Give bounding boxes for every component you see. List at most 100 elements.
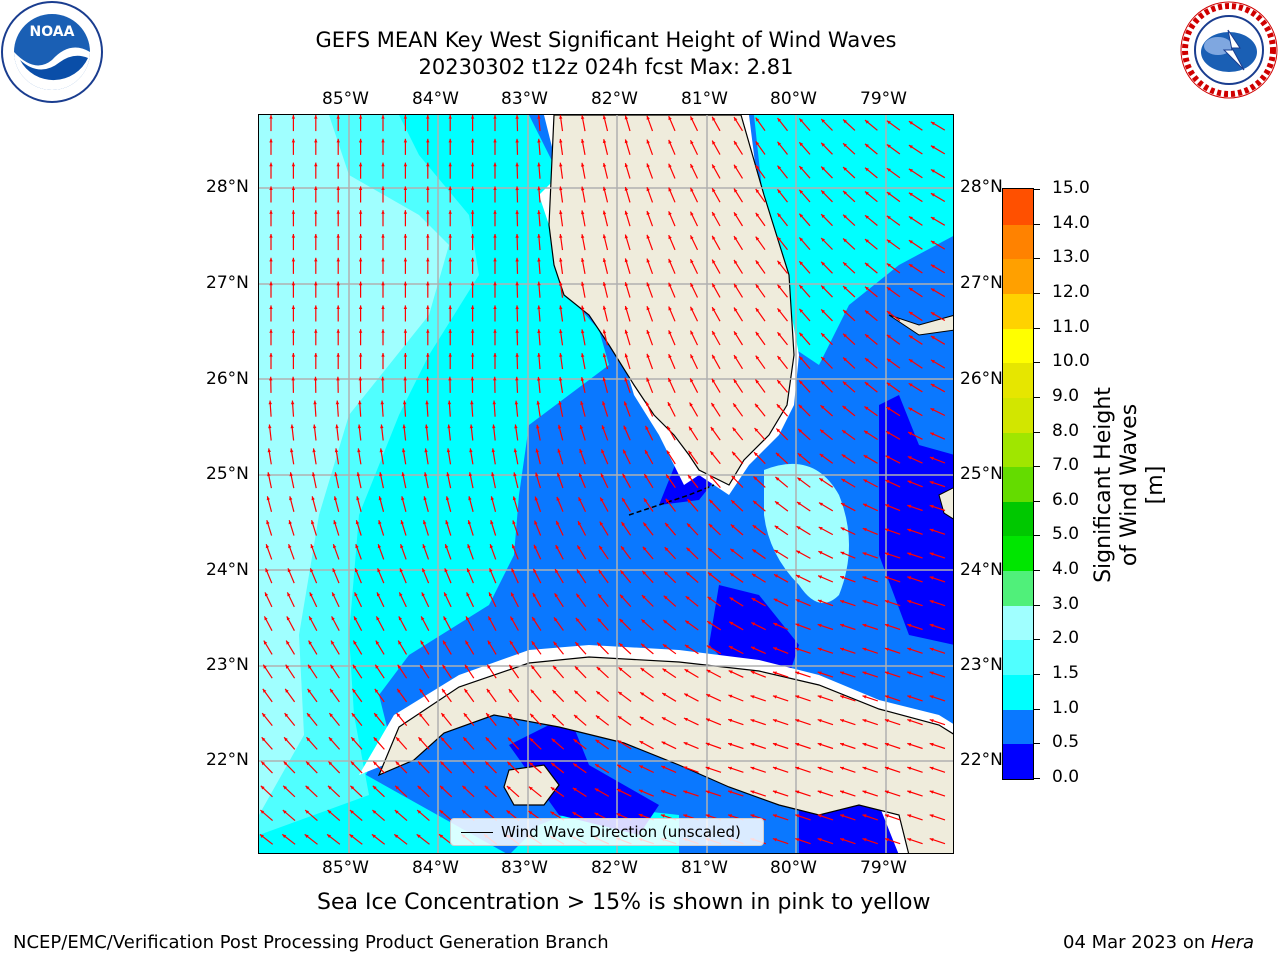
wave-direction-arrowhead [327, 834, 332, 838]
wave-direction-arrowhead [358, 305, 363, 309]
wave-direction-arrowhead [777, 189, 782, 194]
wave-direction-arrowhead [328, 785, 332, 790]
wave-direction-arrowhead [817, 695, 822, 699]
wave-direction-arrowhead [705, 766, 710, 770]
wave-direction-arrowhead [350, 761, 355, 766]
wave-direction-arrowhead [646, 115, 650, 120]
wave-direction-arrowhead [773, 623, 778, 627]
wave-direction-arrowhead [533, 544, 537, 549]
wave-direction-arrowhead [426, 305, 430, 309]
wave-direction-arrowhead [314, 257, 318, 262]
wave-direction-arrowhead [448, 162, 452, 167]
wave-direction-arrowhead [731, 475, 736, 480]
wave-direction-arrowhead [728, 694, 733, 698]
wave-direction-arrowhead [599, 521, 604, 526]
wave-direction-arrowhead [689, 426, 693, 431]
wave-direction-arrowhead [710, 451, 714, 456]
wave-direction-arrowhead [358, 210, 363, 214]
wave-direction-arrowhead [467, 568, 471, 573]
wave-direction-arrowhead [513, 472, 517, 477]
wave-direction-arrowhead [327, 810, 332, 814]
wave-direction-arrowhead [908, 335, 913, 339]
wave-direction-arrowhead [730, 573, 734, 577]
wave-direction-arrowhead [417, 785, 422, 790]
wave-direction-arrowhead [618, 667, 623, 672]
florida-land [548, 115, 795, 486]
wave-direction-arrowhead [336, 138, 340, 143]
wave-direction-arrowhead [351, 713, 356, 717]
wave-direction-arrowhead [668, 378, 672, 382]
wave-direction-arrowhead [537, 162, 541, 167]
wave-direction-arrowhead [557, 424, 562, 429]
wave-direction-arrowhead [624, 210, 629, 215]
wave-direction-arrowhead [624, 115, 629, 120]
lon-label-top: 83°W [501, 89, 548, 109]
wave-direction-arrowhead [265, 544, 270, 549]
wave-direction-arrowhead [462, 761, 467, 766]
wave-direction-arrowhead [332, 568, 336, 573]
wave-direction-arrowhead [884, 623, 889, 628]
wave-direction-arrowhead [840, 647, 845, 651]
legend-label: Wind Wave Direction (unscaled) [501, 823, 741, 841]
wave-direction-arrowhead [512, 544, 516, 549]
wave-direction-arrowhead [470, 281, 475, 286]
colorbar-tick-mark [1034, 743, 1040, 745]
wave-direction-arrowhead [269, 376, 273, 381]
wave-direction-arrowhead [621, 546, 625, 551]
lon-label-bottom: 82°W [591, 858, 638, 878]
wave-direction-arrowhead [558, 377, 563, 381]
wave-direction-arrowhead [862, 576, 867, 580]
wave-direction-arrowhead [774, 550, 779, 554]
colorbar-segment [1003, 570, 1033, 606]
wave-direction-arrowhead [661, 790, 666, 794]
colorbar-tick-mark [1034, 189, 1040, 190]
wave-direction-arrowhead [269, 138, 273, 143]
wave-direction-arrowhead [358, 353, 363, 357]
wave-direction-arrowhead [642, 546, 647, 551]
wave-direction-arrowhead [841, 503, 845, 507]
wave-direction-arrowhead [439, 810, 444, 814]
wave-direction-arrowhead [907, 695, 912, 699]
colorbar-tick-mark [1034, 639, 1040, 641]
wave-direction-arrowhead [755, 165, 760, 170]
wave-direction-arrowhead [728, 790, 733, 794]
wave-direction-arrowhead [448, 210, 452, 214]
wave-direction-arrowhead [530, 689, 535, 694]
colorbar-tick-mark [1034, 258, 1040, 260]
wave-direction-arrowhead [710, 427, 715, 431]
wave-direction-arrowhead [690, 306, 694, 311]
wave-direction-arrowhead [929, 456, 934, 461]
wave-direction-arrowhead [730, 548, 735, 553]
wave-direction-arrowhead [445, 496, 450, 501]
wave-direction-arrowhead [795, 838, 800, 842]
wave-direction-arrowhead [645, 425, 649, 430]
wave-direction-arrowhead [772, 719, 777, 723]
wave-direction-arrowhead [929, 790, 934, 794]
wave-direction-arrowhead [291, 329, 296, 333]
wave-direction-arrowhead [400, 544, 404, 549]
wave-direction-arrowhead [467, 520, 472, 525]
wave-direction-arrowhead [424, 448, 428, 453]
wave-direction-arrowhead [308, 640, 312, 645]
wave-direction-arrowhead [462, 785, 467, 790]
wave-direction-arrowhead [426, 186, 430, 190]
wave-direction-arrowhead [265, 592, 269, 597]
wave-direction-arrowhead [445, 520, 449, 525]
wave-direction-arrowhead [260, 810, 265, 814]
wave-direction-arrowhead [602, 258, 607, 263]
wave-direction-arrowhead [734, 188, 738, 193]
lon-label-top: 85°W [322, 89, 369, 109]
wave-direction-arrowhead [336, 234, 340, 238]
wave-direction-arrowhead [840, 742, 845, 747]
wave-direction-arrowhead [263, 664, 267, 669]
wave-direction-arrowhead [381, 353, 385, 357]
wave-direction-arrowhead [515, 234, 519, 238]
wave-direction-arrowhead [862, 695, 867, 699]
wave-direction-arrowhead [490, 496, 494, 501]
colorbar-segment [1003, 604, 1033, 641]
wave-direction-arrowhead [885, 480, 890, 484]
wave-direction-arrowhead [907, 480, 912, 484]
wave-direction-arrowhead [355, 544, 359, 549]
wave-direction-arrowhead [795, 790, 800, 794]
wave-direction-arrowhead [795, 814, 800, 818]
